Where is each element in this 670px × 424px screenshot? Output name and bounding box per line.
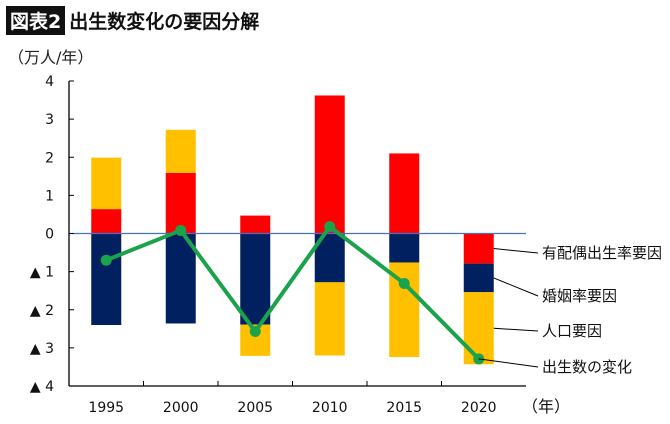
y-tick-label: 3 bbox=[45, 112, 54, 128]
legend-label: 出生数の変化 bbox=[542, 358, 632, 376]
bar-婚姻率要因-2020 bbox=[463, 263, 494, 293]
leader-line bbox=[493, 327, 539, 332]
x-tick-label: 2020 bbox=[461, 400, 497, 416]
point-出生数の変化-2005 bbox=[249, 325, 261, 337]
bar-有配偶出生率要因-2020 bbox=[463, 233, 494, 264]
legend-label: 有配偶出生率要因 bbox=[542, 244, 662, 262]
x-tick-label: 2010 bbox=[312, 400, 348, 416]
bar-人口要因-2020 bbox=[463, 292, 494, 365]
figure-badge: 図表2 bbox=[6, 6, 66, 35]
x-tick-label: 2015 bbox=[386, 400, 422, 416]
x-tick-label: 2005 bbox=[237, 400, 273, 416]
point-出生数の変化-2015 bbox=[398, 277, 410, 289]
bar-有配偶出生率要因-1995 bbox=[91, 209, 122, 234]
y-axis-label: （万人/年） bbox=[8, 48, 94, 67]
bar-婚姻率要因-1995 bbox=[91, 233, 122, 325]
y-tick-label: 1 bbox=[45, 188, 54, 204]
line-出生数の変化 bbox=[105, 224, 481, 361]
chart-title: 図表2 出生数変化の要因分解 bbox=[6, 6, 259, 35]
legend-label: 人口要因 bbox=[542, 322, 602, 340]
leader-line bbox=[478, 358, 539, 368]
legend-label: 婚姻率要因 bbox=[542, 287, 617, 305]
x-axis-label: （年） bbox=[522, 397, 570, 416]
point-出生数の変化-2000 bbox=[175, 224, 187, 236]
y-tick-label: ▲ 1 bbox=[30, 265, 54, 281]
x-tick-label: 2000 bbox=[163, 400, 199, 416]
bar-婚姻率要因-2015 bbox=[389, 233, 420, 263]
point-出生数の変化-2010 bbox=[324, 221, 336, 233]
bar-有配偶出生率要因-2010 bbox=[314, 95, 345, 234]
bar-有配偶出生率要因-2015 bbox=[389, 153, 420, 234]
bar-人口要因-1995 bbox=[91, 157, 122, 210]
y-tick-label: 4 bbox=[45, 74, 54, 90]
y-tick-label: ▲ 2 bbox=[30, 303, 54, 319]
bar-婚姻率要因-2000 bbox=[165, 233, 196, 324]
bar-有配偶出生率要因-2000 bbox=[165, 172, 196, 234]
y-tick-label: 2 bbox=[45, 150, 54, 166]
bar-有配偶出生率要因-2005 bbox=[240, 215, 271, 234]
bar-人口要因-2010 bbox=[314, 282, 345, 356]
y-tick-label: ▲ 4 bbox=[30, 379, 54, 395]
bar-人口要因-2000 bbox=[165, 129, 196, 173]
leader-line bbox=[493, 277, 539, 297]
bar-婚姻率要因-2005 bbox=[240, 233, 271, 325]
title-text: 出生数変化の要因分解 bbox=[69, 11, 260, 33]
y-tick-label: 0 bbox=[45, 227, 54, 243]
leader-line bbox=[493, 248, 539, 254]
point-出生数の変化-1995 bbox=[100, 254, 112, 266]
y-tick-label: ▲ 3 bbox=[30, 341, 54, 357]
x-tick-label: 1995 bbox=[88, 400, 124, 416]
